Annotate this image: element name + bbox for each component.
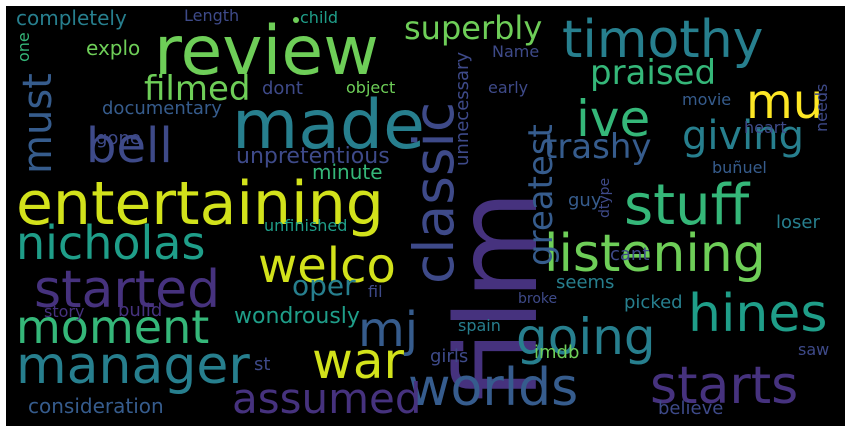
word-picked: picked bbox=[624, 292, 683, 313]
word-name: Name bbox=[492, 42, 540, 61]
word-bell: bell bbox=[86, 118, 173, 174]
word-minute: minute bbox=[312, 160, 383, 184]
word-entertaining: entertaining bbox=[16, 169, 384, 239]
dot-mark bbox=[293, 17, 299, 23]
word-dtype: dtype bbox=[597, 177, 613, 218]
word-guy: guy bbox=[568, 190, 602, 211]
word-wondrously: wondrously bbox=[234, 304, 360, 329]
word-length: Length bbox=[184, 6, 240, 25]
word-bunuel: buñuel bbox=[712, 158, 767, 177]
word-explo: explo bbox=[86, 36, 141, 60]
word-must: must bbox=[15, 73, 61, 174]
word-believe: believe bbox=[658, 398, 724, 419]
word-manager: manager bbox=[16, 336, 250, 396]
word-welco: welco bbox=[258, 238, 396, 294]
word-heart: heart bbox=[744, 118, 787, 137]
word-story: story bbox=[44, 302, 85, 321]
word-made: made bbox=[232, 86, 425, 165]
word-movie: movie bbox=[682, 90, 732, 109]
word-object: object bbox=[346, 78, 396, 97]
word-dont: dont bbox=[262, 78, 303, 99]
word-praised: praised bbox=[590, 53, 717, 93]
word-moment: moment bbox=[16, 300, 210, 354]
word-filmed: filmed bbox=[144, 69, 251, 109]
word-build: build bbox=[118, 300, 163, 321]
word-documentary: documentary bbox=[102, 98, 222, 119]
word-seems: seems bbox=[556, 272, 615, 293]
word-one: one bbox=[14, 32, 33, 62]
word-gone: gone bbox=[96, 128, 141, 149]
word-ive: ive bbox=[576, 90, 651, 148]
word-broke: broke bbox=[518, 291, 558, 307]
word-imdb: imdb bbox=[534, 342, 580, 363]
word-nicholas: nicholas bbox=[16, 216, 206, 270]
word-war: war bbox=[312, 332, 405, 390]
word-review: review bbox=[154, 12, 379, 91]
word-cloud: film review made entertaining classic ti… bbox=[6, 6, 845, 426]
word-fil: fil bbox=[368, 282, 383, 301]
word-stuff: stuff bbox=[624, 173, 750, 238]
word-worlds: worlds bbox=[408, 358, 579, 418]
word-loser: loser bbox=[776, 212, 820, 233]
word-unfinished: unfinished bbox=[264, 216, 348, 235]
word-oper: oper bbox=[292, 269, 356, 302]
word-superbly: superbly bbox=[404, 9, 543, 47]
word-unpretentious: unpretentious bbox=[236, 144, 390, 169]
word-hines: hines bbox=[688, 284, 828, 344]
word-saw: saw bbox=[798, 340, 830, 359]
word-child: child bbox=[300, 8, 338, 27]
word-early: early bbox=[488, 78, 529, 97]
word-giving: giving bbox=[682, 113, 805, 159]
word-consideration: consideration bbox=[28, 394, 164, 418]
word-unnecessary: unnecessary bbox=[452, 51, 473, 166]
word-mj: mj bbox=[358, 302, 419, 358]
word-going: going bbox=[516, 308, 656, 366]
word-completely: completely bbox=[16, 6, 127, 30]
word-st: st bbox=[254, 354, 271, 375]
word-mu: mu bbox=[746, 74, 824, 130]
word-started: started bbox=[34, 260, 221, 320]
word-spain: spain bbox=[458, 316, 501, 335]
word-assumed: assumed bbox=[232, 374, 422, 423]
word-needs: needs bbox=[812, 83, 831, 132]
word-starts: starts bbox=[650, 356, 799, 416]
word-listening: listening bbox=[544, 224, 766, 284]
word-cant: cant bbox=[610, 244, 650, 265]
word-trashy: trashy bbox=[544, 127, 652, 167]
word-girls: girls bbox=[430, 346, 469, 367]
word-timothy: timothy bbox=[562, 10, 764, 70]
